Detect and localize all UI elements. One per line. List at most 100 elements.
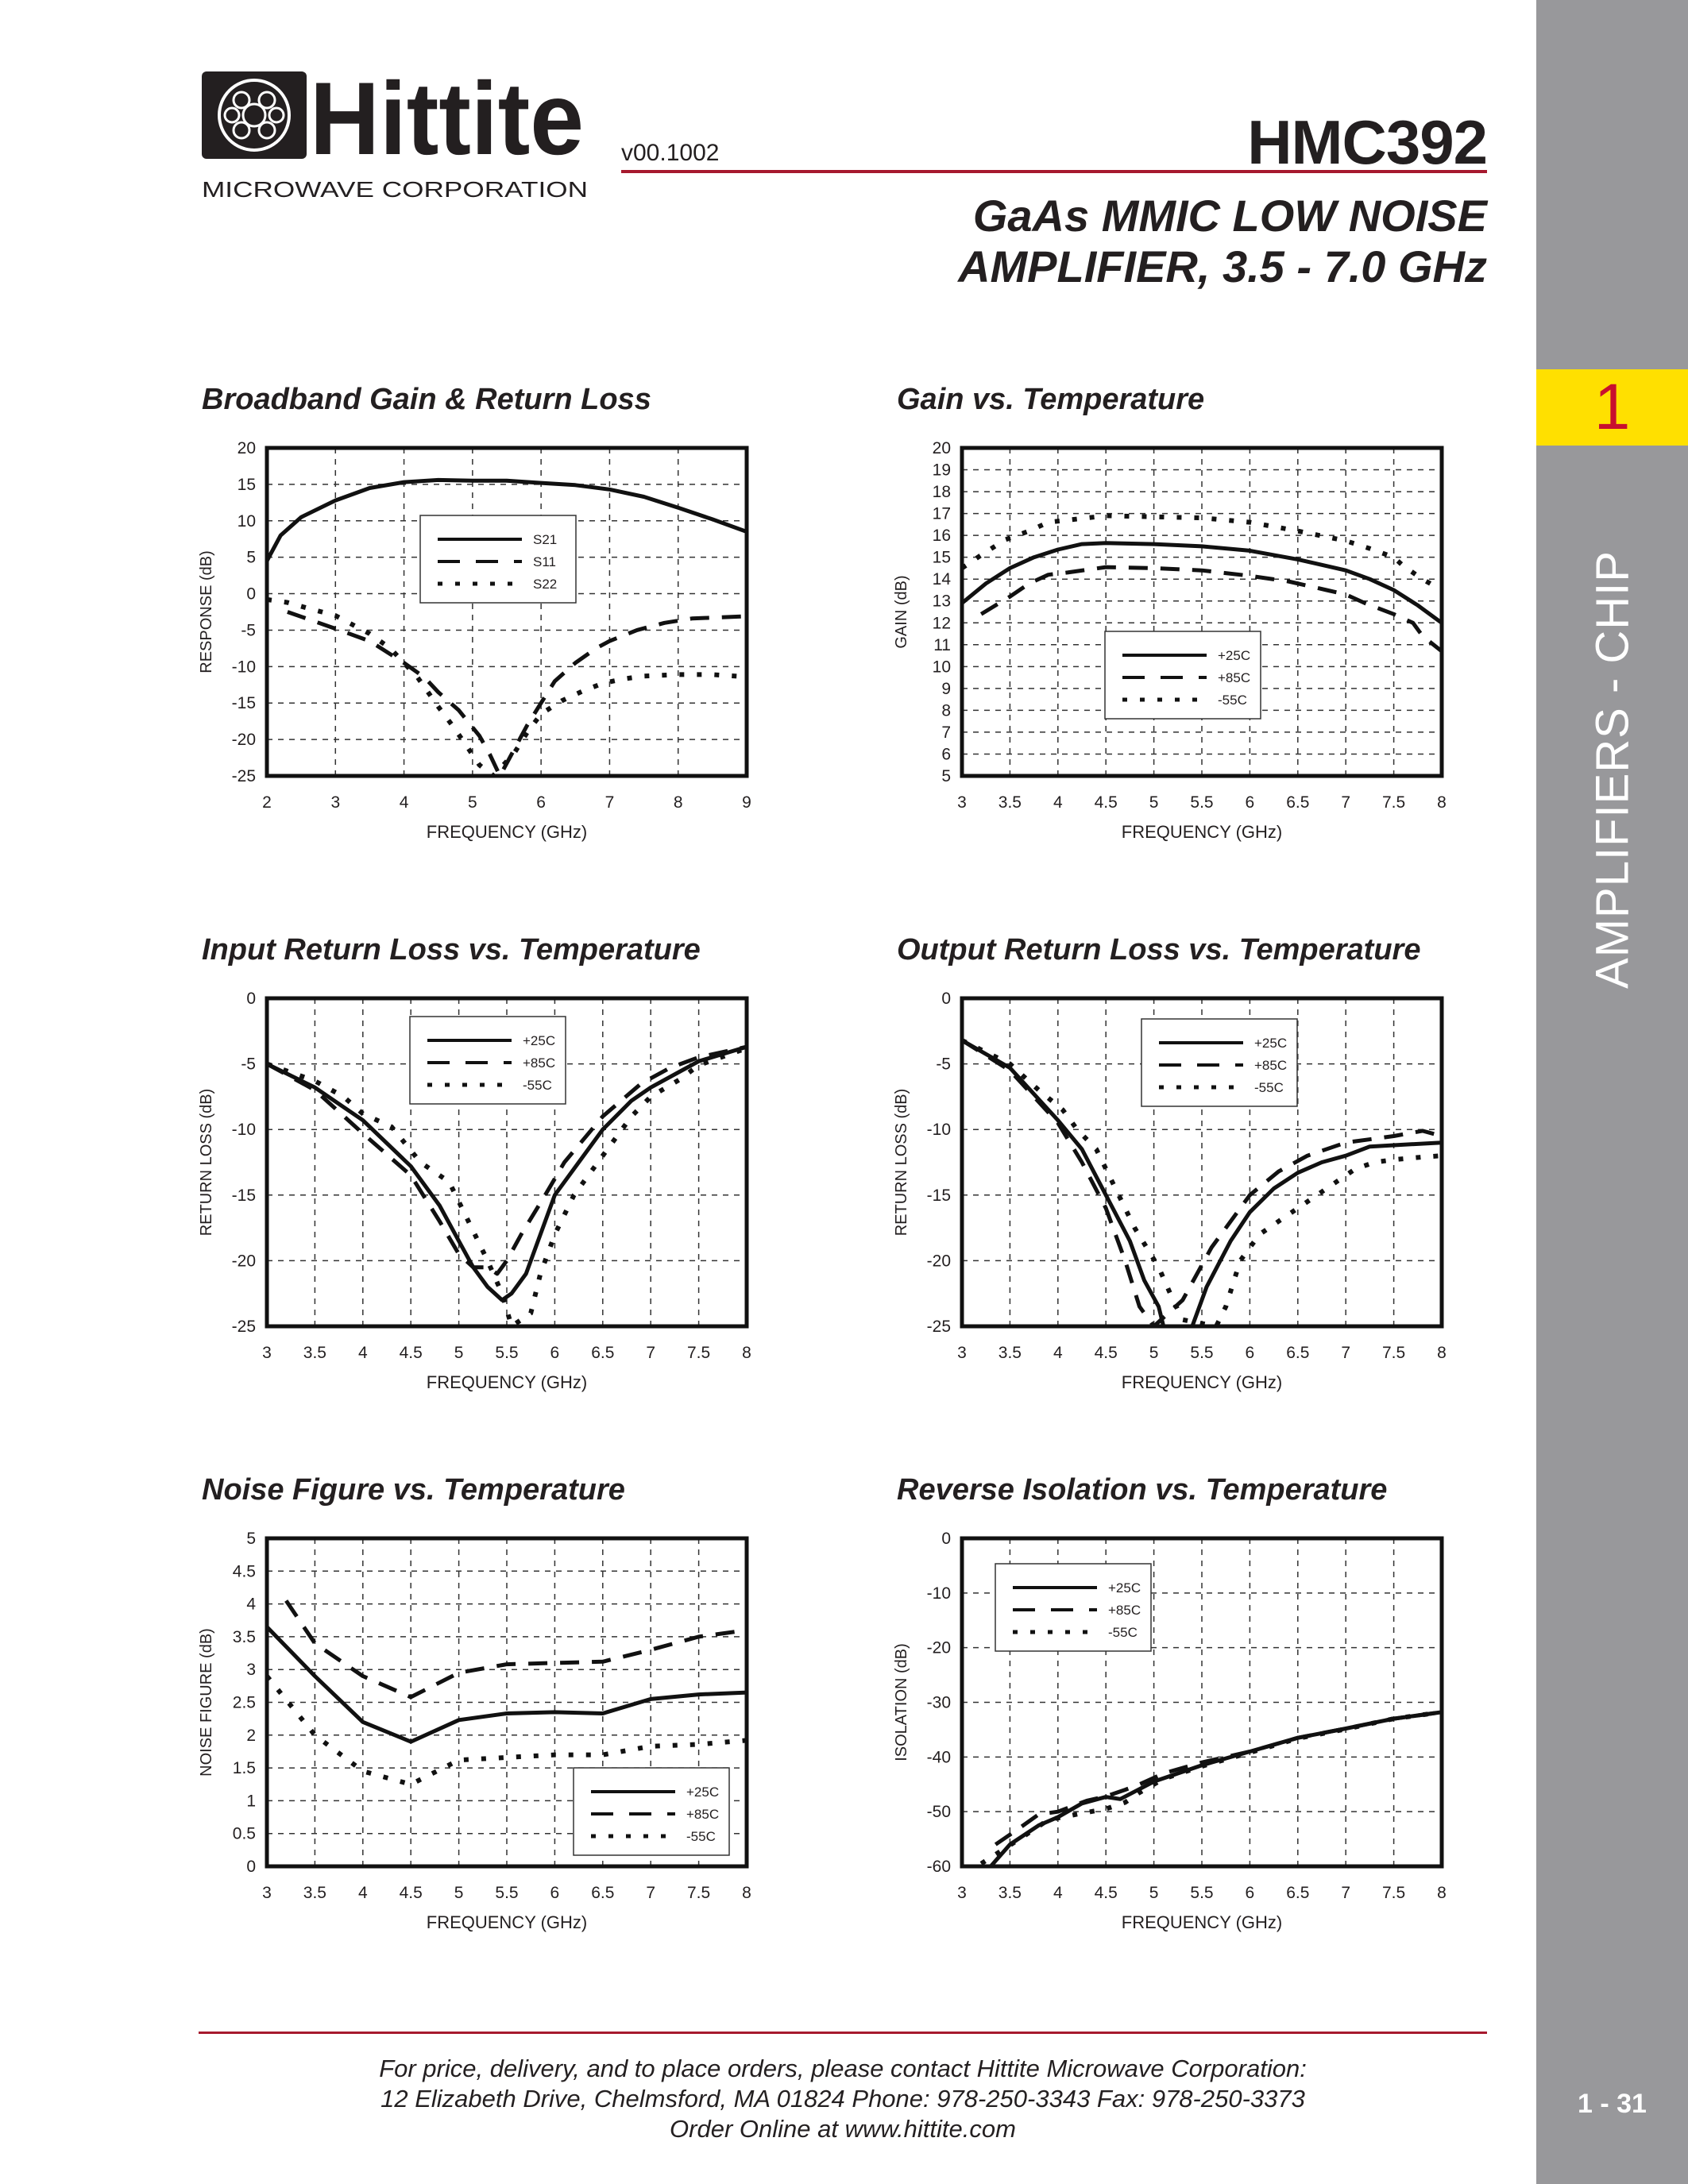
x-tick-label: 8	[1437, 1884, 1447, 1902]
legend-label: +25C	[1218, 648, 1250, 663]
x-tick-label: 7	[605, 793, 615, 812]
y-tick-label: 14	[933, 570, 952, 588]
y-tick-label: -10	[232, 658, 256, 676]
x-tick-label: 8	[1437, 793, 1447, 812]
x-tick-label: 7.5	[1382, 1884, 1405, 1902]
x-tick-label: 3	[957, 1344, 967, 1362]
y-tick-label: 1	[246, 1792, 256, 1810]
chart-title: Output Return Loss vs. Temperature	[897, 933, 1421, 967]
x-tick-label: 7	[1341, 793, 1350, 812]
legend-label: +85C	[1108, 1603, 1141, 1618]
legend-box	[409, 1016, 566, 1105]
y-tick-label: 15	[238, 476, 256, 494]
x-tick-label: 6	[1246, 1884, 1255, 1902]
y-tick-label: 3.5	[233, 1628, 256, 1646]
y-tick-label: 10	[933, 658, 951, 676]
y-axis-label: NOISE FIGURE (dB)	[198, 1628, 215, 1777]
chart-reverse-isolation: Reverse Isolation vs. Temperature 3 3.5 4 4…	[883, 1473, 1486, 1950]
y-tick-label: -15	[927, 1187, 951, 1205]
chart-title: Input Return Loss vs. Temperature	[202, 933, 701, 967]
x-tick-label: 9	[742, 793, 751, 812]
y-tick-label: 20	[238, 439, 256, 457]
x-axis-label: FREQUENCY (GHz)	[1122, 822, 1283, 842]
plot-frame	[265, 1536, 749, 1869]
x-tick-label: 7.5	[1382, 1344, 1405, 1362]
x-tick-label: 3	[330, 793, 340, 812]
x-axis-label: FREQUENCY (GHz)	[427, 1912, 588, 1932]
x-tick-label: 5	[454, 1884, 464, 1902]
y-tick-label: -5	[241, 1055, 256, 1074]
y-tick-label: -40	[927, 1748, 951, 1766]
x-tick-label: 7.5	[1382, 793, 1405, 812]
product-title: GaAs MMIC LOW NOISE AMPLIFIER, 3.5 - 7.0…	[958, 191, 1487, 292]
x-tick-label: 5	[1149, 793, 1159, 812]
y-tick-label: 5	[246, 549, 256, 567]
y-tick-label: -25	[232, 1318, 256, 1336]
y-tick-label: 12	[933, 614, 951, 632]
y-tick-label: 15	[933, 549, 951, 567]
series-line-s21	[267, 477, 747, 562]
footer-line-1: For price, delivery, and to place orders…	[379, 2055, 1307, 2082]
y-tick-label: 13	[933, 592, 951, 611]
x-tick-label: 4	[1053, 1344, 1063, 1362]
x-tick-label: 4	[1053, 793, 1063, 812]
series-line-25c	[267, 1044, 747, 1302]
x-tick-label: 3	[957, 1884, 967, 1902]
y-tick-label: 4	[246, 1596, 256, 1614]
y-tick-label: -30	[927, 1694, 951, 1712]
y-tick-label: -15	[232, 1187, 256, 1205]
y-tick-label: -5	[936, 1055, 951, 1074]
chart-plot: 3 3.5 4 4.5 5 5.5 6 6.5 7 7.5 8 -60 -50 -40 -30 -20 -10 0…	[893, 1530, 1447, 1932]
chart-output-return-loss: Output Return Loss vs. Temperature 3 3.5 4…	[883, 933, 1486, 1410]
legend-label: +25C	[686, 1785, 719, 1800]
legend-label: +25C	[523, 1033, 555, 1048]
logo-wordmark: Hittite	[310, 67, 584, 176]
series-line-85c	[994, 1710, 1442, 1846]
y-tick-label: 7	[941, 723, 951, 742]
x-tick-label: 4	[358, 1344, 368, 1362]
x-tick-label: 4.5	[400, 1344, 423, 1362]
x-axis-label: FREQUENCY (GHz)	[427, 822, 588, 842]
x-tick-label: 6.5	[591, 1344, 614, 1362]
x-tick-label: 4	[1053, 1884, 1063, 1902]
legend-label: S21	[533, 532, 557, 547]
y-tick-label: 2	[246, 1727, 256, 1745]
x-tick-label: 3.5	[999, 1344, 1022, 1362]
x-tick-label: 7	[646, 1344, 655, 1362]
series-line-85c	[979, 565, 1442, 654]
legend-label: +85C	[1218, 670, 1250, 685]
section-label: AMPLIFIERS - CHIP	[1536, 543, 1688, 996]
x-tick-label: 2	[262, 793, 272, 812]
x-tick-label: 3	[262, 1884, 272, 1902]
hittite-logo: Hittite MICROWAVE CORPORATION	[200, 60, 589, 203]
logo-graphic: Hittite MICROWAVE CORPORATION	[202, 60, 588, 202]
legend-label: -55C	[686, 1829, 716, 1844]
x-tick-label: 6.5	[1286, 793, 1309, 812]
legend-label: +85C	[1254, 1058, 1287, 1073]
legend: +25C +85C -55C	[995, 1563, 1152, 1652]
x-tick-label: 6	[550, 1884, 560, 1902]
y-tick-label: 5	[246, 1530, 256, 1548]
y-tick-label: -20	[232, 731, 256, 749]
legend-label: +25C	[1108, 1580, 1141, 1596]
product-title-line1: GaAs MMIC LOW NOISE	[972, 191, 1487, 241]
y-tick-label: -25	[927, 1318, 951, 1336]
x-tick-label: 3	[262, 1344, 272, 1362]
x-tick-label: 4.5	[1095, 1884, 1118, 1902]
y-tick-label: -10	[232, 1121, 256, 1139]
chart-noise-figure: Noise Figure vs. Temperature 3 3.5 4 4.5 5 5.…	[187, 1473, 791, 1950]
y-tick-label: 8	[941, 701, 951, 720]
series-line-s22	[267, 596, 747, 776]
y-tick-label: 19	[933, 461, 951, 480]
x-tick-label: 5	[1149, 1884, 1159, 1902]
x-tick-label: 6.5	[591, 1884, 614, 1902]
y-tick-label: 20	[933, 439, 951, 457]
y-tick-label: -15	[232, 694, 256, 712]
y-tick-label: 0	[941, 1530, 951, 1548]
y-tick-label: -60	[927, 1858, 951, 1876]
product-title-line2: AMPLIFIER, 3.5 - 7.0 GHz	[958, 241, 1487, 291]
section-label-text: AMPLIFIERS - CHIP	[1586, 550, 1638, 989]
series-line-85c	[962, 1038, 1442, 1326]
y-tick-label: 4.5	[233, 1562, 256, 1580]
x-axis-label: FREQUENCY (GHz)	[427, 1372, 588, 1392]
